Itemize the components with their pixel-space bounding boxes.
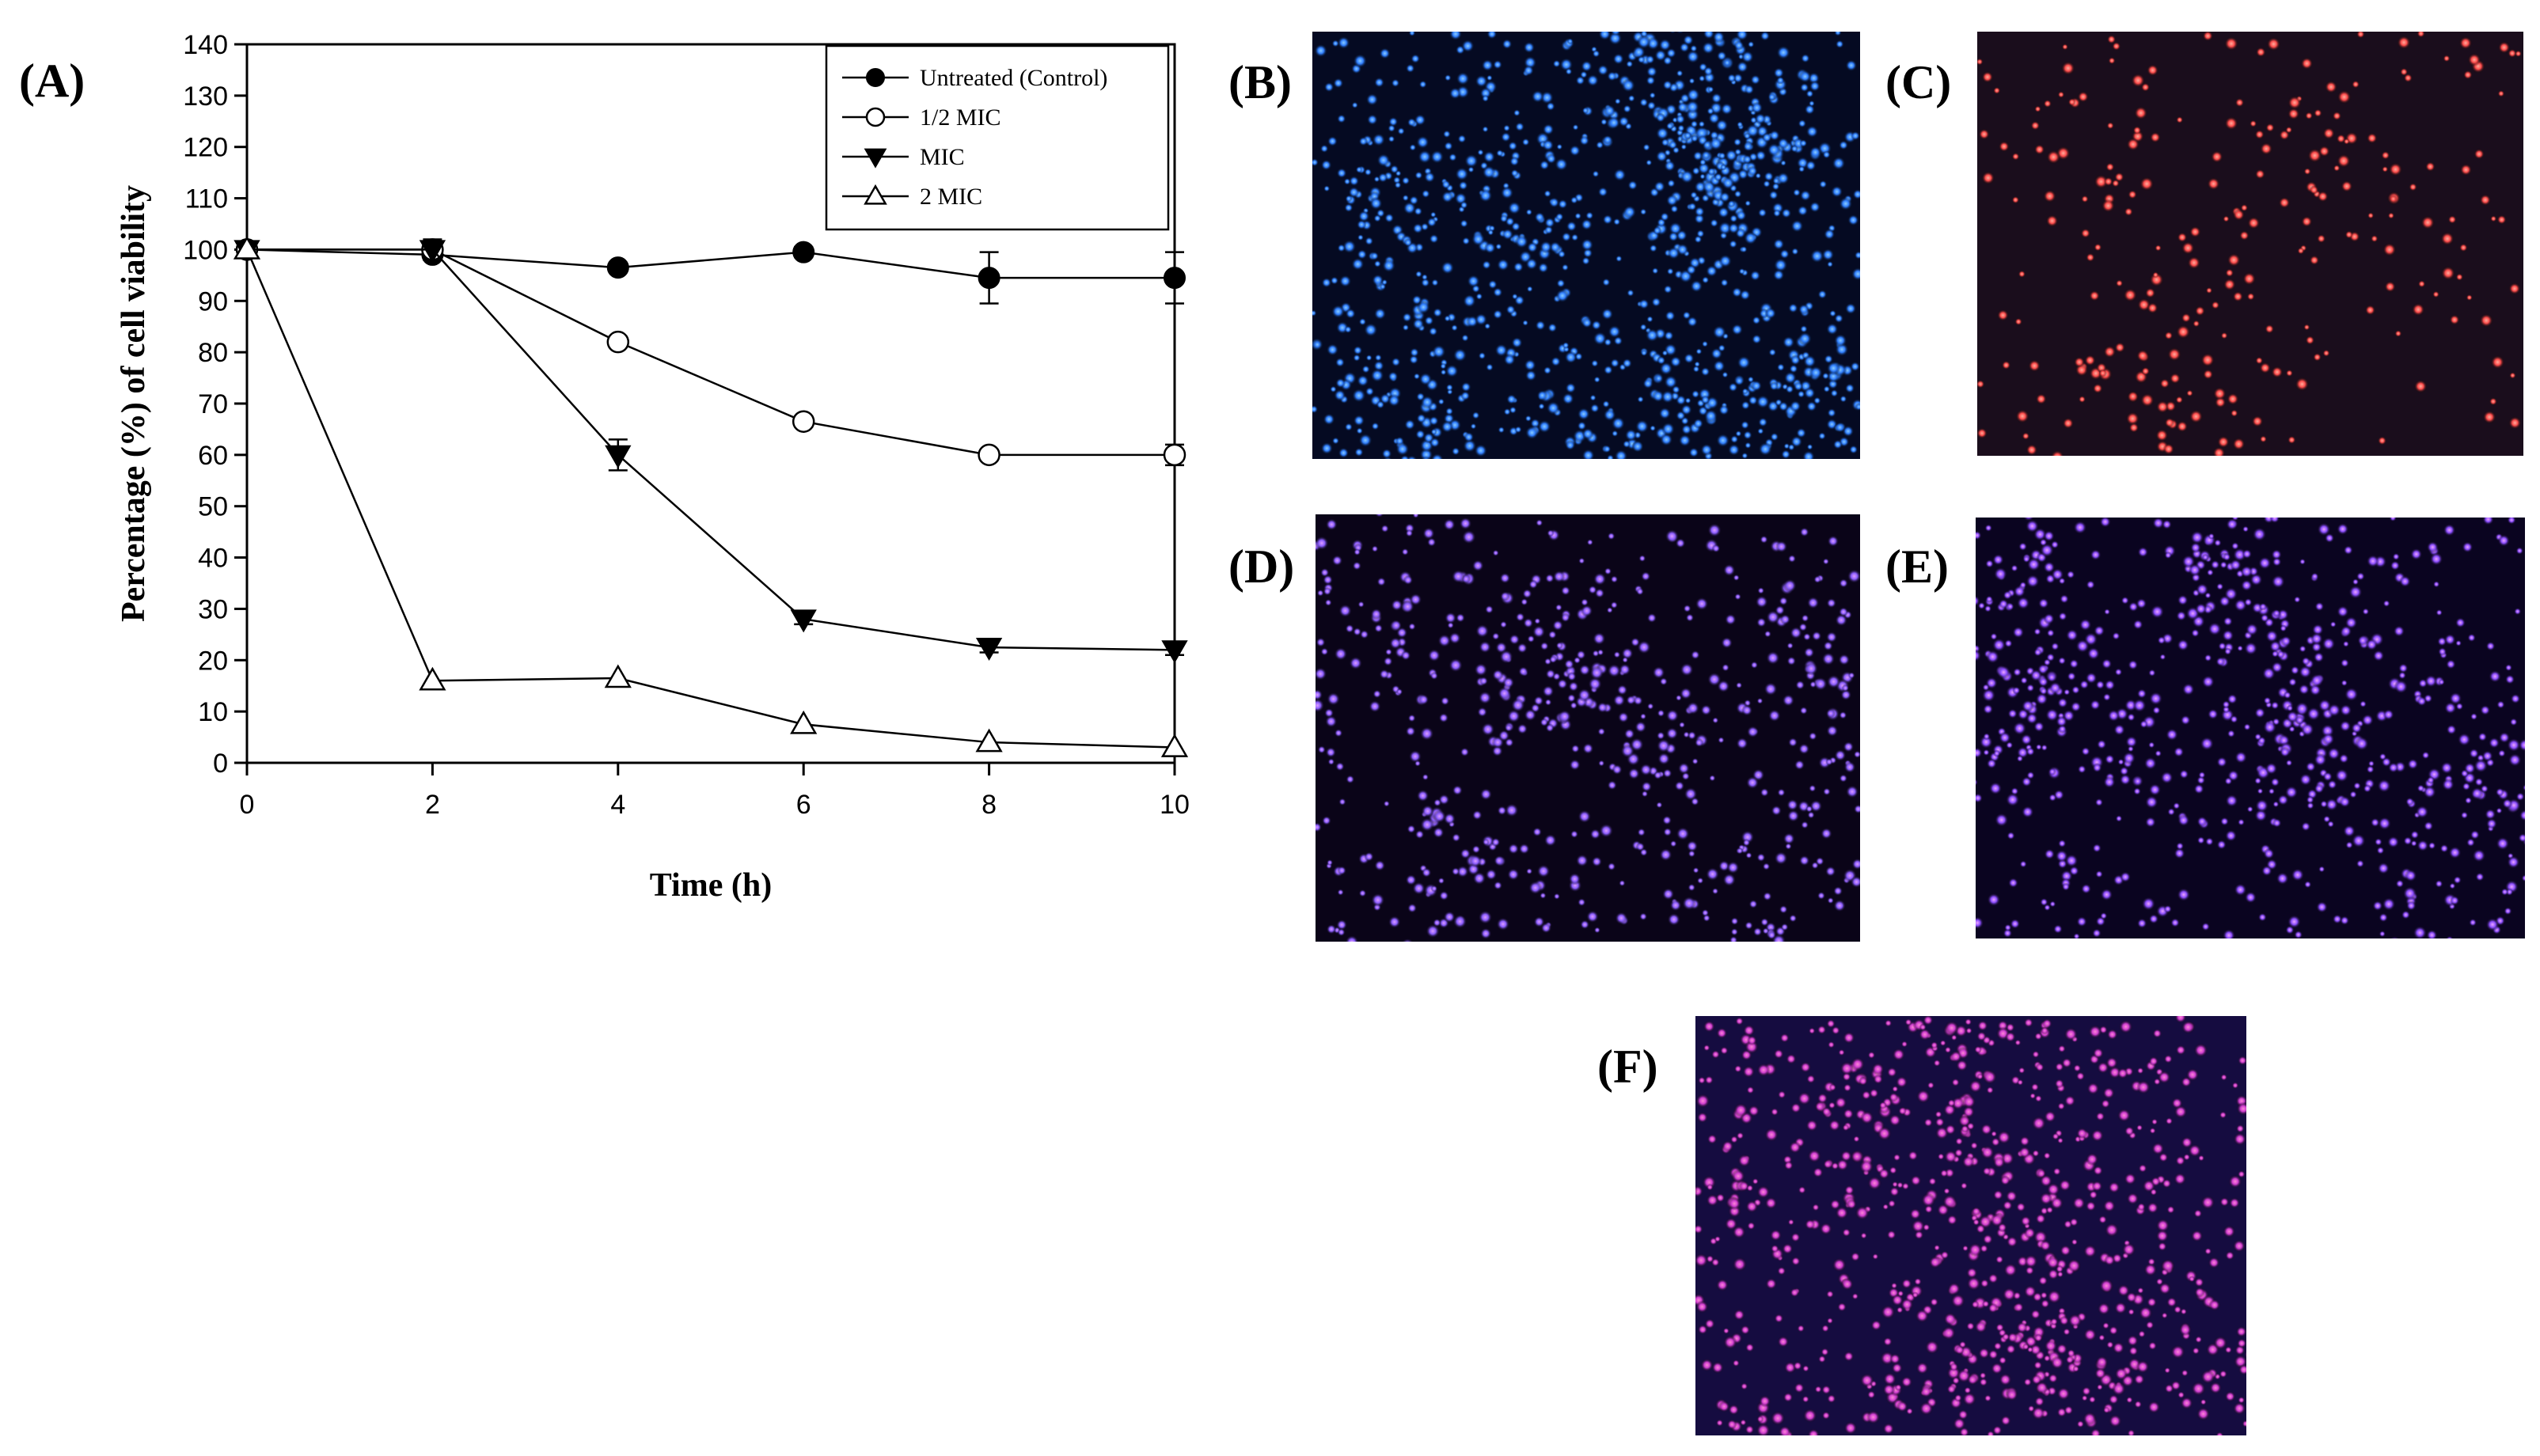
y-tick-label: 110 <box>185 184 228 214</box>
data-point <box>1163 443 1186 467</box>
y-tick-label: 0 <box>213 749 228 779</box>
series-line <box>247 248 1175 651</box>
data-point <box>792 241 815 264</box>
y-tick-label: 30 <box>198 594 228 624</box>
y-tick-label: 20 <box>198 646 228 676</box>
series-line <box>246 248 1175 279</box>
panel-label-b: (B) <box>1228 56 1292 108</box>
y-tick-label: 130 <box>183 82 228 112</box>
panel-label-d: (D) <box>1228 540 1295 593</box>
y-tick-label: 70 <box>198 389 228 419</box>
data-point <box>975 728 1003 753</box>
y-tick-label: 90 <box>198 286 228 317</box>
data-point <box>978 267 1000 290</box>
x-tick-label: 6 <box>796 790 811 820</box>
series-4 <box>233 235 1189 757</box>
y-axis: 0 10 20 30 40 50 60 70 80 90 100 110 120 130 140 <box>183 30 247 779</box>
y-axis-title: Percentage (%) of cell viability <box>116 185 152 622</box>
data-point <box>790 609 817 633</box>
legend-label: 2 MIC <box>920 184 982 210</box>
y-tick-label: 120 <box>183 133 228 163</box>
data-point <box>975 638 1003 662</box>
data-point <box>1160 734 1189 757</box>
data-point <box>1161 640 1188 664</box>
series-3 <box>233 238 1188 664</box>
x-tick-label: 8 <box>981 790 997 820</box>
data-point <box>606 330 630 354</box>
x-axis: 0 2 4 6 8 10 <box>240 763 1190 820</box>
micrograph-c <box>1977 32 2523 456</box>
panel-label-c: (C) <box>1885 56 1952 108</box>
panel-label-f: (F) <box>1597 1041 1658 1093</box>
data-point <box>233 235 261 260</box>
legend: Untreated (Control) 1/2 MIC MIC 2 MIC <box>825 44 1170 231</box>
x-tick-label: 10 <box>1160 790 1190 820</box>
y-tick-label: 140 <box>183 30 228 60</box>
data-point <box>606 256 629 279</box>
data-point <box>604 664 632 688</box>
x-tick-label: 2 <box>425 790 440 820</box>
panel-label-e: (E) <box>1885 540 1949 593</box>
micrograph-d <box>1316 514 1860 942</box>
legend-label: Untreated (Control) <box>920 65 1107 91</box>
legend-marker <box>864 184 887 205</box>
y-tick-label: 50 <box>198 492 228 522</box>
legend-label: 1/2 MIC <box>920 104 1001 131</box>
y-tick-label: 60 <box>198 441 228 471</box>
data-point <box>790 710 818 734</box>
data-point <box>792 410 815 433</box>
y-tick-label: 100 <box>183 235 228 265</box>
legend-marker <box>864 148 887 169</box>
series-layer <box>233 235 1189 757</box>
micrograph-e <box>1976 518 2525 938</box>
x-axis-title: Time (h) <box>650 867 772 904</box>
y-tick-label: 80 <box>198 338 228 368</box>
series-line <box>247 248 1175 457</box>
y-tick-label: 40 <box>198 544 228 574</box>
legend-marker <box>866 68 885 87</box>
data-point <box>419 240 446 264</box>
data-point <box>605 445 632 468</box>
viability-line-chart: 0 10 20 30 40 50 60 70 80 90 100 110 120 130 140 0 2 4 6 8… <box>116 30 1190 904</box>
x-tick-label: 0 <box>240 790 255 820</box>
panel-label-a: (A) <box>19 55 85 107</box>
y-tick-label: 10 <box>198 697 228 727</box>
x-tick-label: 4 <box>610 790 625 820</box>
legend-label: MIC <box>920 144 965 170</box>
series-line <box>245 248 1175 749</box>
legend-marker <box>865 107 886 127</box>
micrograph-f <box>1695 1016 2246 1435</box>
data-point <box>978 443 1000 467</box>
micrograph-b <box>1312 32 1860 459</box>
series-2 <box>235 238 1186 467</box>
data-point <box>419 666 446 691</box>
data-point <box>1164 267 1186 290</box>
